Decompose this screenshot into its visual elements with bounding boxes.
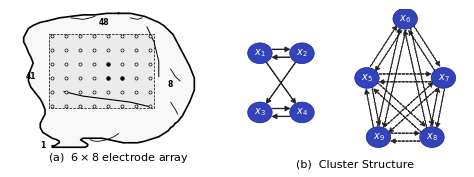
FancyArrowPatch shape — [377, 28, 401, 126]
Text: $x_{4}$: $x_{4}$ — [296, 107, 308, 118]
FancyArrowPatch shape — [379, 72, 431, 76]
Ellipse shape — [248, 43, 272, 64]
Text: $x_{7}$: $x_{7}$ — [438, 72, 449, 84]
FancyArrowPatch shape — [370, 25, 397, 66]
FancyArrowPatch shape — [391, 139, 419, 144]
Bar — [48, 34, 154, 108]
Text: 1: 1 — [40, 141, 46, 150]
Text: $x_{5}$: $x_{5}$ — [361, 72, 373, 84]
FancyArrowPatch shape — [385, 82, 433, 127]
Text: (a)  $6 \times 8$ electrode array: (a) $6 \times 8$ electrode array — [48, 151, 189, 165]
Text: $x_{8}$: $x_{8}$ — [426, 131, 438, 143]
Text: $x_{3}$: $x_{3}$ — [254, 107, 266, 118]
Ellipse shape — [248, 102, 272, 123]
FancyArrowPatch shape — [365, 89, 374, 128]
FancyArrowPatch shape — [379, 79, 431, 84]
FancyArrowPatch shape — [272, 114, 290, 119]
FancyArrowPatch shape — [266, 62, 296, 104]
FancyArrowPatch shape — [413, 25, 440, 66]
FancyArrowPatch shape — [266, 62, 296, 104]
FancyArrowPatch shape — [272, 55, 290, 60]
Ellipse shape — [393, 8, 418, 29]
Text: (b)  Cluster Structure: (b) Cluster Structure — [297, 160, 414, 170]
FancyArrowPatch shape — [431, 87, 440, 126]
FancyArrowPatch shape — [383, 30, 406, 128]
FancyArrowPatch shape — [389, 88, 437, 133]
FancyArrowPatch shape — [272, 106, 290, 111]
Text: 41: 41 — [26, 72, 36, 81]
Polygon shape — [24, 13, 194, 147]
Text: $x_{2}$: $x_{2}$ — [296, 47, 308, 59]
Text: 48: 48 — [99, 18, 109, 27]
Text: $x_{9}$: $x_{9}$ — [373, 131, 384, 143]
Text: 8: 8 — [168, 80, 173, 88]
FancyArrowPatch shape — [377, 82, 425, 126]
Text: $x_{1}$: $x_{1}$ — [254, 47, 266, 59]
Ellipse shape — [431, 68, 456, 88]
FancyArrowPatch shape — [436, 89, 445, 128]
FancyArrowPatch shape — [374, 89, 422, 133]
FancyArrowPatch shape — [372, 87, 381, 126]
FancyArrowPatch shape — [375, 30, 402, 71]
FancyArrowPatch shape — [403, 30, 427, 128]
FancyArrowPatch shape — [272, 47, 290, 52]
Ellipse shape — [290, 102, 314, 123]
Ellipse shape — [419, 127, 444, 147]
FancyArrowPatch shape — [410, 28, 434, 126]
FancyArrowPatch shape — [391, 131, 419, 136]
FancyArrowPatch shape — [409, 30, 436, 72]
Text: $x_{6}$: $x_{6}$ — [399, 13, 411, 25]
Ellipse shape — [355, 68, 379, 88]
Ellipse shape — [290, 43, 314, 64]
Ellipse shape — [366, 127, 391, 147]
